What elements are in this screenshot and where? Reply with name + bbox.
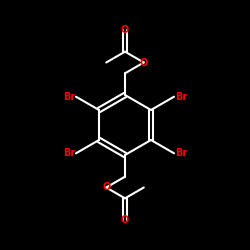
Text: Br: Br [175,92,187,102]
Text: O: O [121,25,129,35]
Text: Br: Br [175,148,187,158]
Text: O: O [102,182,110,192]
Text: O: O [140,58,148,68]
Text: Br: Br [63,92,75,102]
Text: Br: Br [63,148,75,158]
Text: O: O [121,215,129,225]
